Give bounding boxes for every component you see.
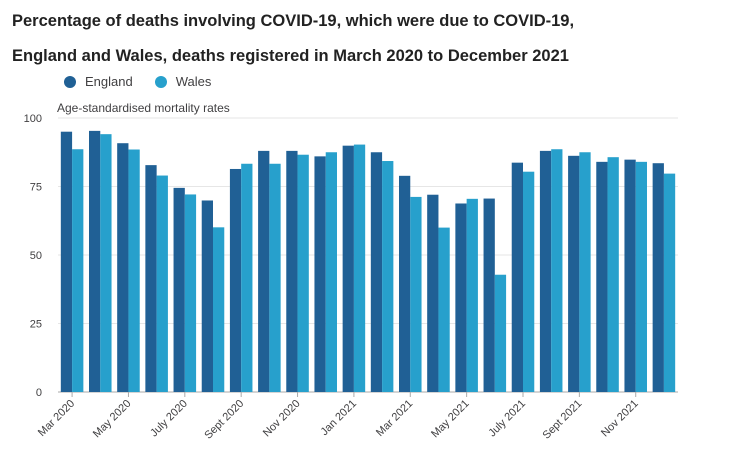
y-tick-label: 100 (24, 113, 42, 125)
x-tick-label: Sept 2021 (541, 398, 585, 442)
x-tick-label: Nov 2021 (599, 398, 641, 440)
bar-wales-july-2021[interactable] (523, 171, 535, 392)
bar-england-apr-2020[interactable] (89, 130, 101, 393)
legend: England Wales (64, 74, 233, 89)
bar-england-dec-2020[interactable] (314, 156, 326, 392)
chart-title-line-2: England and Wales, deaths registered in … (12, 47, 569, 65)
x-tick-label: May 2020 (91, 398, 134, 441)
bar-wales-dec-2021[interactable] (663, 173, 676, 392)
bar-england-apr-2021[interactable] (427, 194, 439, 392)
bar-england-sept-2020[interactable] (229, 168, 242, 392)
x-tick-label: Nov 2020 (261, 398, 303, 440)
legend-label-england: England (85, 74, 133, 89)
bar-wales-nov-2020[interactable] (297, 154, 309, 392)
bar-wales-aug-2021[interactable] (551, 149, 563, 392)
bar-wales-oct-2021[interactable] (607, 157, 619, 392)
bar-wales-oct-2020[interactable] (269, 163, 281, 392)
bar-england-feb-2021[interactable] (370, 152, 383, 392)
y-tick-label: 50 (30, 250, 42, 262)
x-tick-label: May 2021 (429, 398, 472, 441)
x-tick-label: July 2020 (148, 398, 190, 440)
bar-wales-dec-2020[interactable] (325, 152, 337, 392)
bar-england-oct-2021[interactable] (596, 161, 608, 392)
bar-england-nov-2020[interactable] (286, 150, 298, 392)
bar-wales-mar-2020[interactable] (72, 149, 84, 392)
x-tick-labels: Mar 2020 May 2020 July 2020 Sept 2020 Nov 20… (36, 392, 641, 442)
chart-title-line-1: Percentage of deaths involving COVID-19,… (12, 12, 575, 30)
y-tick-labels: 0 25 50 75 100 (24, 113, 42, 399)
bar-wales-jun-2020[interactable] (156, 175, 168, 392)
bar-wales-jan-2021[interactable] (353, 144, 366, 392)
y-axis-label: Age-standardised mortality rates (57, 101, 230, 115)
bar-england-aug-2020[interactable] (201, 200, 213, 392)
bar-england-mar-2020[interactable] (60, 131, 73, 392)
bar-england-may-2021[interactable] (455, 203, 467, 392)
y-tick-label: 25 (30, 319, 42, 331)
bar-wales-mar-2021[interactable] (410, 196, 422, 392)
x-tick-label: Mar 2020 (36, 398, 77, 439)
x-tick-label: Sept 2020 (202, 398, 246, 442)
bar-england-jan-2021[interactable] (342, 145, 354, 392)
bar-england-dec-2021[interactable] (652, 163, 664, 392)
bar-england-jul-2020[interactable] (173, 187, 185, 392)
bar-wales-sept-2020[interactable] (241, 163, 253, 392)
bar-england-may-2020[interactable] (117, 143, 129, 392)
legend-swatch-wales (154, 75, 167, 88)
bar-england-mar-2021[interactable] (399, 175, 411, 392)
bar-wales-apr-2021[interactable] (438, 227, 450, 392)
legend-item-england[interactable]: England (64, 74, 133, 89)
bar-wales-jul-2020[interactable] (184, 194, 197, 392)
bar-england-jun-2020[interactable] (145, 165, 157, 392)
bar-wales-jun-2021[interactable] (494, 274, 507, 392)
bar-england-july-2021[interactable] (511, 162, 523, 392)
x-tick-label: July 2021 (486, 398, 528, 440)
bar-england-nov-2021[interactable] (624, 159, 636, 392)
bar-wales-nov-2021[interactable] (635, 161, 647, 392)
y-tick-label: 0 (36, 387, 42, 399)
bar-wales-aug-2020[interactable] (213, 227, 225, 392)
bar-england-sept-2021[interactable] (568, 155, 580, 392)
bar-wales-may-2021[interactable] (466, 198, 478, 392)
bar-england-jun-2021[interactable] (483, 198, 495, 392)
legend-label-wales: Wales (175, 74, 212, 89)
x-tick-label: Jan 2021 (319, 398, 359, 438)
bar-wales-sept-2021[interactable] (579, 152, 591, 392)
chart-title: Percentage of deaths involving COVID-19,… (12, 4, 718, 74)
legend-swatch-england (64, 75, 76, 88)
bar-wales-may-2020[interactable] (128, 149, 140, 392)
bar-england-aug-2021[interactable] (539, 150, 552, 392)
legend-item-wales[interactable]: Wales (154, 74, 212, 89)
bar-wales-apr-2020[interactable] (100, 134, 112, 392)
bars (60, 130, 676, 393)
x-tick-label: Mar 2021 (374, 398, 415, 439)
bar-england-oct-2020[interactable] (258, 150, 270, 392)
bar-wales-feb-2021[interactable] (382, 161, 394, 392)
y-tick-label: 75 (30, 182, 42, 194)
